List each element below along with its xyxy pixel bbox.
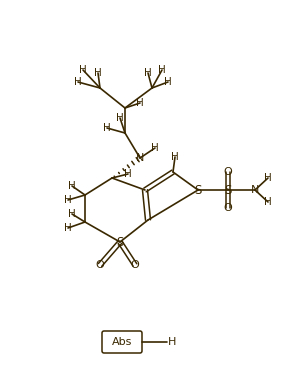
- Text: H: H: [116, 113, 124, 123]
- Text: H: H: [171, 152, 179, 162]
- Text: H: H: [264, 173, 272, 183]
- Text: O: O: [131, 260, 139, 270]
- Text: H: H: [94, 68, 102, 78]
- Text: Abs: Abs: [112, 337, 132, 347]
- FancyBboxPatch shape: [102, 331, 142, 353]
- Text: H: H: [136, 98, 144, 108]
- Text: H: H: [68, 181, 76, 191]
- Text: S: S: [116, 235, 124, 248]
- Text: H: H: [124, 169, 132, 179]
- Text: S: S: [224, 184, 232, 197]
- Text: H: H: [168, 337, 176, 347]
- Text: H: H: [68, 209, 76, 219]
- Text: H: H: [74, 77, 82, 87]
- Text: N: N: [251, 185, 259, 195]
- Text: H: H: [79, 65, 87, 75]
- Text: H: H: [158, 65, 166, 75]
- Text: N: N: [136, 153, 144, 163]
- Text: H: H: [64, 223, 72, 233]
- Text: O: O: [223, 203, 232, 213]
- Text: H: H: [164, 77, 172, 87]
- Text: H: H: [64, 195, 72, 205]
- Text: O: O: [96, 260, 104, 270]
- Text: H: H: [151, 143, 159, 153]
- Text: O: O: [223, 167, 232, 177]
- Text: H: H: [103, 123, 111, 133]
- Text: H: H: [144, 68, 152, 78]
- Text: S: S: [194, 184, 202, 197]
- Text: H: H: [264, 197, 272, 207]
